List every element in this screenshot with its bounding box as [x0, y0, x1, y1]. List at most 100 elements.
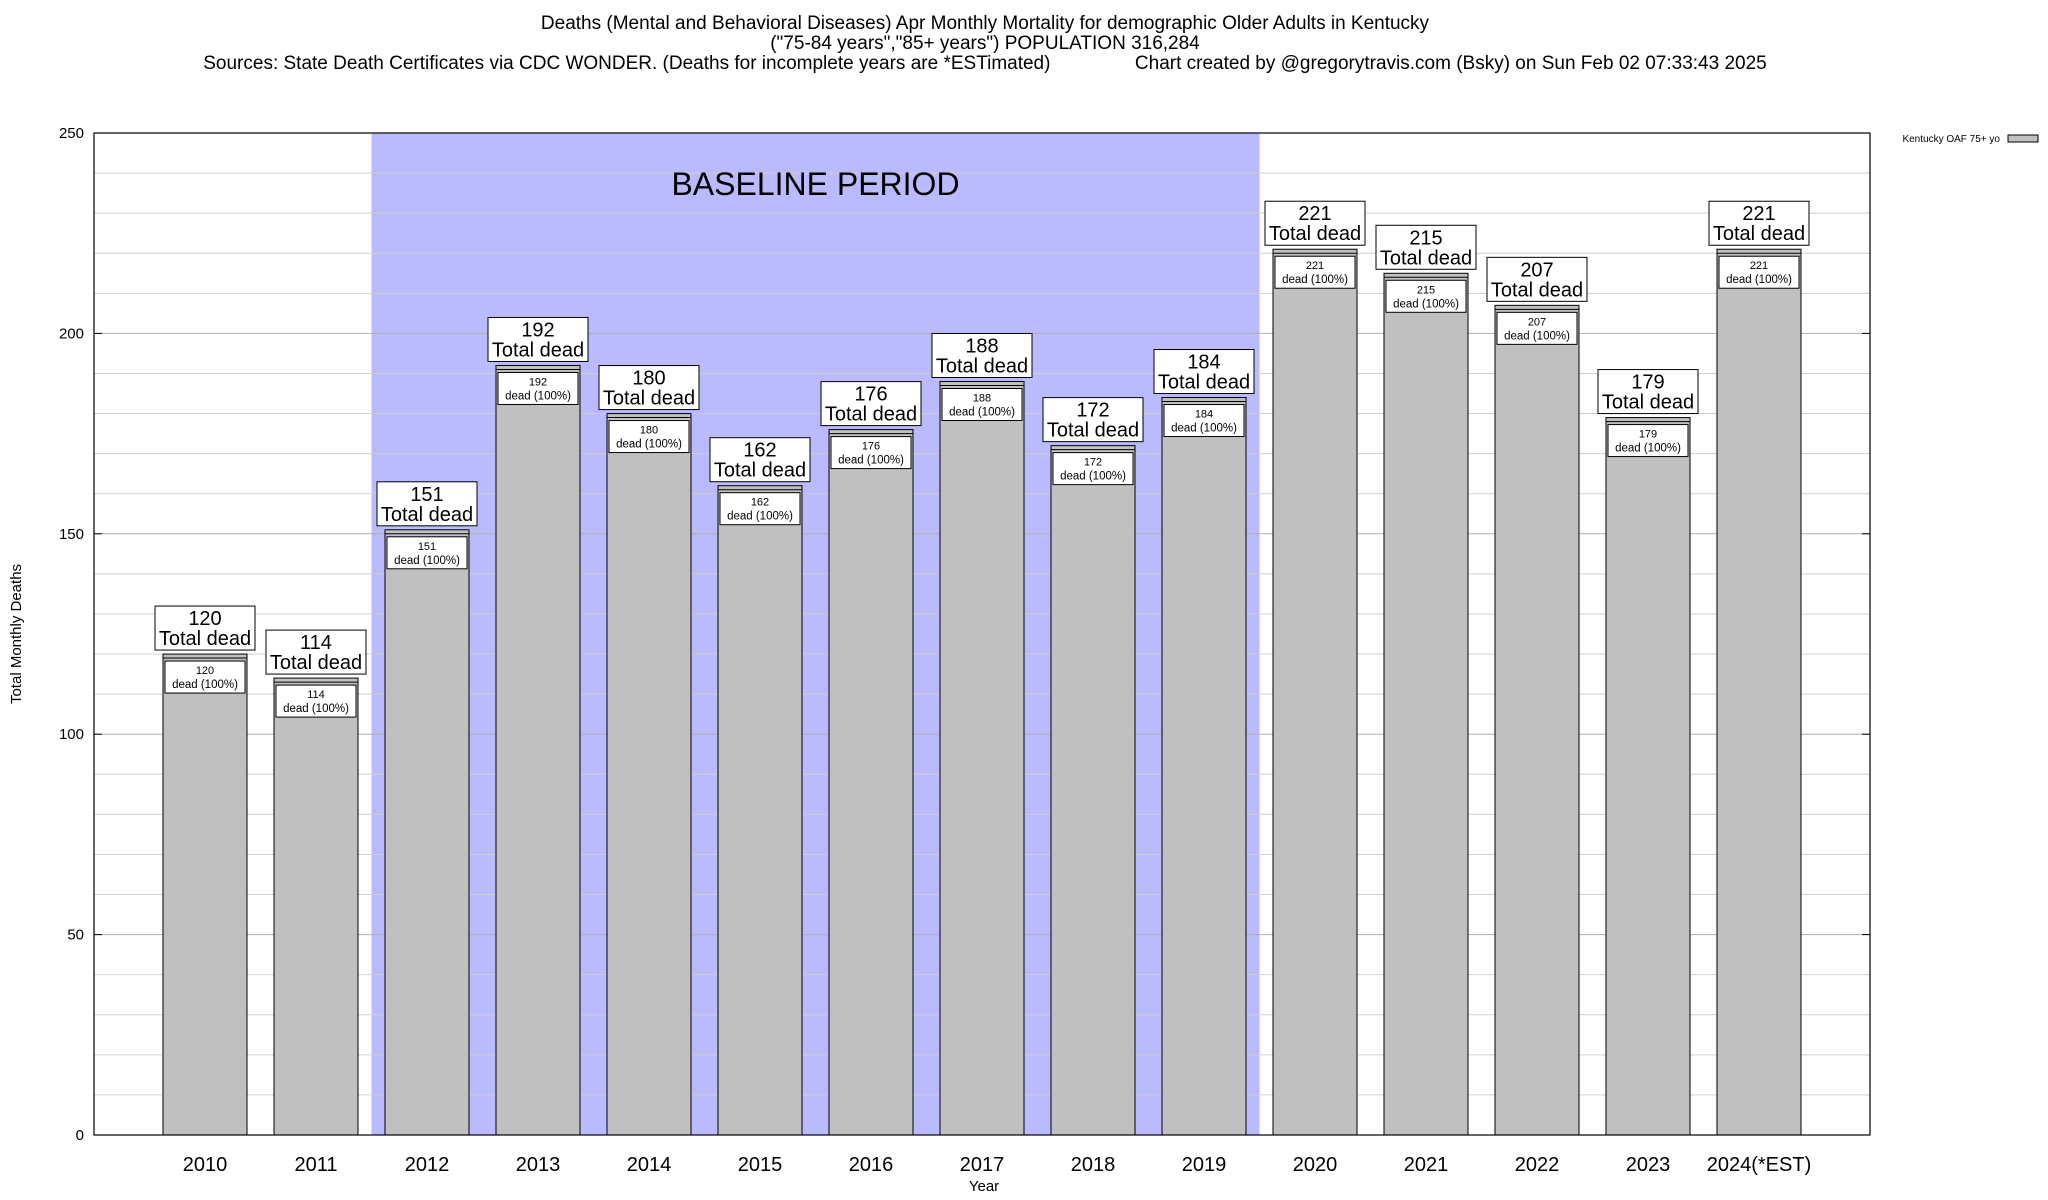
x-tick-label: 2024(*EST) [1707, 1154, 1812, 1176]
bar-inner-value-label: 114 [307, 689, 325, 701]
bar-inner-label-box [1163, 404, 1245, 438]
x-axis-label: Year [969, 1178, 999, 1195]
legend: Kentucky OAF 75+ yo [1902, 134, 2039, 145]
bar-inner-value-label: 188 [973, 392, 991, 404]
x-tick-label: 2018 [1071, 1154, 1116, 1176]
bar [1494, 304, 1580, 1136]
bar-total-label-box [931, 332, 1033, 378]
bar-total-text-label: Total dead [1602, 392, 1694, 414]
x-tick-label: 2021 [1404, 1154, 1449, 1176]
bar-total-value-label: 221 [1742, 203, 1775, 225]
bar-inner-value-label: 221 [1306, 260, 1324, 272]
bar-inner-value-label: 179 [1639, 429, 1657, 441]
bar-total-value-label: 188 [965, 335, 998, 357]
x-tick-label: 2017 [960, 1154, 1005, 1176]
bar-inner-label-box [1385, 279, 1467, 313]
bar-inner-value-label: 192 [529, 376, 547, 388]
bar-total-label-box [1042, 397, 1144, 443]
bar-inner-value-label: 215 [1417, 284, 1435, 296]
bar-total-text-label: Total dead [1713, 223, 1805, 245]
bar-inner-label-box [497, 371, 579, 405]
bar [495, 364, 581, 1136]
bar [1383, 272, 1469, 1136]
legend-swatch [2007, 134, 2039, 143]
bar-inner-label-box [941, 387, 1023, 421]
y-tick-label: 50 [67, 927, 84, 944]
bar-inner-label-box [830, 436, 912, 470]
bar-inner-value-label: 180 [640, 425, 658, 437]
bar-inner-pct-label: dead (100%) [727, 511, 793, 523]
bar-total-value-label: 207 [1520, 259, 1553, 281]
bar-inner-pct-label: dead (100%) [1282, 274, 1348, 286]
y-axis-label: Total Monthly Deaths [8, 564, 25, 704]
bar-inner-pct-label: dead (100%) [283, 703, 349, 715]
bar-total-label-box [154, 605, 256, 651]
bar-inner-label-box [719, 492, 801, 526]
bar [1161, 397, 1247, 1136]
y-tick-label: 250 [59, 125, 84, 142]
baseline-period-label: BASELINE PERIOD [671, 166, 959, 202]
bar-inner-pct-label: dead (100%) [1171, 423, 1237, 435]
bar [1272, 248, 1358, 1136]
y-tick-label: 150 [59, 526, 84, 543]
bar-total-label-box [487, 316, 589, 362]
bar [162, 653, 248, 1136]
bar-inner-value-label: 176 [862, 441, 880, 453]
bar-inner-value-label: 184 [1195, 409, 1213, 421]
x-axis-ticks: 2010 2011 2012 2013 2014 2015 2016 2017 2018 2019… [183, 1154, 1812, 1176]
bar-total-label-box [1486, 256, 1588, 302]
bar-total-label-box [709, 437, 811, 483]
chart-title-block: Deaths (Mental and Behavioral Diseases) … [0, 14, 1970, 74]
bar-total-value-label: 179 [1631, 372, 1664, 394]
bar-inner-pct-label: dead (100%) [1060, 471, 1126, 483]
bar-total-value-label: 180 [632, 368, 665, 390]
bar-inner-pct-label: dead (100%) [616, 439, 682, 451]
bar-total-label-box [1375, 224, 1477, 270]
x-tick-label: 2013 [516, 1154, 561, 1176]
bar-total-label-box [376, 481, 478, 527]
x-tick-label: 2015 [738, 1154, 783, 1176]
bar-total-value-label: 192 [521, 319, 554, 341]
x-tick-label: 2020 [1293, 1154, 1338, 1176]
bar [1050, 445, 1136, 1136]
bar-total-label-box [820, 381, 922, 427]
chart-subtitle: ("75-84 years","85+ years") POPULATION 3… [770, 33, 1200, 54]
bar-inner-value-label: 162 [751, 497, 769, 509]
bar-total-text-label: Total dead [1491, 279, 1583, 301]
bar-total-value-label: 221 [1298, 203, 1331, 225]
chart-source: Sources: State Death Certificates via CD… [203, 53, 1767, 74]
bar-inner-label-box [1718, 255, 1800, 289]
x-tick-label: 2011 [294, 1154, 337, 1176]
bar-total-text-label: Total dead [936, 355, 1028, 377]
bar [717, 485, 803, 1136]
x-tick-label: 2019 [1182, 1154, 1227, 1176]
bar-total-value-label: 215 [1409, 227, 1442, 249]
bar-inner-value-label: 172 [1084, 457, 1102, 469]
bar-total-text-label: Total dead [492, 339, 584, 361]
bar-inner-label-box [164, 660, 246, 694]
bar-total-value-label: 172 [1076, 400, 1109, 422]
bar-total-label-box [265, 629, 367, 675]
bar-total-label-box [598, 365, 700, 411]
bar-inner-pct-label: dead (100%) [1393, 298, 1459, 310]
bar [606, 413, 692, 1136]
bar-total-text-label: Total dead [603, 388, 695, 410]
bar-inner-pct-label: dead (100%) [505, 390, 571, 402]
plot-frame [93, 132, 1871, 1136]
y-tick-label: 100 [59, 726, 84, 743]
x-tick-label: 2016 [849, 1154, 894, 1176]
bar-total-value-label: 114 [300, 632, 332, 654]
bar-inner-value-label: 207 [1528, 316, 1546, 328]
bar-inner-pct-label: dead (100%) [1504, 330, 1570, 342]
bar-total-label-box [1264, 200, 1366, 246]
